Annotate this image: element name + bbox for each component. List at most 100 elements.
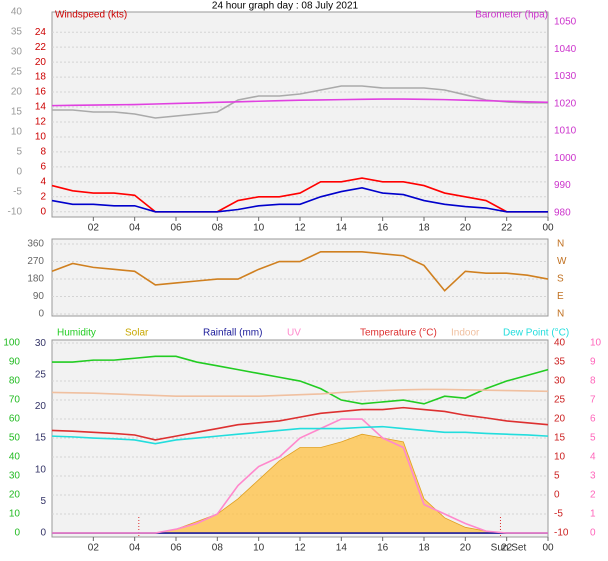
plot-area	[51, 11, 549, 218]
y-tick-label: 6	[40, 162, 46, 173]
y3-tick-label: 6	[590, 414, 596, 425]
y2-tick-label: 5	[554, 471, 560, 482]
y-tick-label: 270	[27, 256, 44, 267]
chart-title: 24 hour graph day : 08 July 2021	[212, 1, 359, 12]
y3-tick-label: 0	[16, 167, 22, 178]
line	[51, 187, 548, 213]
legend-entry: Solar	[125, 328, 149, 339]
y-tick-label: 100	[3, 338, 20, 349]
legend-entry: Indoor	[451, 328, 480, 339]
y-tick-label: 40	[9, 452, 21, 463]
y-tick-label: 30	[9, 471, 21, 482]
y2-tick-label: 1040	[554, 44, 577, 55]
y2-tick-label: 35	[554, 357, 566, 368]
y-tick-label: 22	[35, 42, 47, 53]
line	[51, 251, 549, 292]
y2-tick-label: -10	[554, 528, 569, 539]
y3-tick-label: 10	[590, 338, 602, 349]
y4-tick-label: 15	[35, 433, 47, 444]
legend-entry: Temperature (°C)	[360, 328, 437, 339]
y2-tick-label: 25	[554, 395, 566, 406]
x-tick-label: 10	[253, 223, 265, 234]
y2-tick-label: 1020	[554, 98, 577, 109]
y3-tick-label: -5	[13, 187, 22, 198]
y-tick-label: 70	[9, 395, 21, 406]
y3-tick-label: 0	[590, 528, 596, 539]
line	[51, 388, 549, 398]
x-tick-label: 04	[129, 543, 141, 554]
y3-tick-label: 40	[11, 7, 23, 18]
x-tick-label: 10	[253, 543, 265, 554]
line	[51, 177, 548, 213]
y2-tick-label: E	[557, 291, 564, 302]
y4-tick-label: 30	[35, 338, 47, 349]
y2-tick-label: 10	[554, 452, 566, 463]
legend-entry: Humidity	[57, 328, 96, 339]
x-tick-label: 22	[501, 223, 513, 234]
line	[52, 355, 549, 405]
y-tick-label: 0	[14, 528, 20, 539]
y2-tick-label: N	[557, 309, 564, 320]
y2-tick-label: 1000	[554, 153, 577, 164]
plot-area	[51, 238, 549, 317]
y2-tick-label: -5	[554, 509, 563, 520]
x-tick-label: 16	[377, 223, 389, 234]
y2-tick-label: S	[557, 274, 564, 285]
x-tick-label: 18	[418, 223, 430, 234]
y3-tick-label: 4	[590, 452, 596, 463]
y-tick-label: 0	[40, 206, 46, 217]
y3-tick-label: 20	[11, 87, 23, 98]
y-tick-label: 50	[9, 433, 21, 444]
x-tick-label: 20	[460, 223, 472, 234]
y3-tick-label: 8	[590, 376, 596, 387]
line	[51, 425, 549, 445]
x-tick-label: 12	[294, 543, 306, 554]
x-tick-label: 14	[336, 223, 348, 234]
x-tick-label: 02	[88, 223, 100, 234]
y3-tick-label: 35	[11, 27, 23, 38]
x-tick-label: 02	[88, 543, 100, 554]
y2-tick-label: 20	[554, 414, 566, 425]
y-tick-label: 90	[9, 357, 21, 368]
legend-entry: Rainfall (mm)	[203, 328, 262, 339]
legend-entry: Dew Point (°C)	[503, 328, 569, 339]
y3-tick-label: 30	[11, 47, 23, 58]
y2-tick-label: 1050	[554, 16, 577, 27]
x-tick-label: 14	[336, 543, 348, 554]
y2-tick-label: 40	[554, 338, 566, 349]
line	[51, 406, 549, 441]
y-tick-label: 18	[35, 72, 47, 83]
y3-tick-label: 15	[11, 107, 23, 118]
y4-tick-label: 10	[35, 464, 47, 475]
sunset-label: Sun Set	[491, 543, 527, 554]
y3-tick-label: -10	[8, 207, 23, 218]
y-tick-label: 8	[40, 147, 46, 158]
y-tick-label: 20	[9, 490, 21, 501]
y2-tick-label: 980	[554, 208, 571, 219]
x-tick-label: 06	[170, 223, 182, 234]
line	[51, 98, 549, 107]
y-tick-label: 16	[35, 87, 47, 98]
y-axis-label: Windspeed (kts)	[55, 10, 127, 21]
y-tick-label: 360	[27, 239, 44, 250]
y3-tick-label: 9	[590, 357, 596, 368]
y2-tick-label: N	[557, 239, 564, 250]
y2-tick-label: 990	[554, 180, 571, 191]
y2-tick-label: W	[557, 256, 567, 267]
y2-axis-label: Barometer (hpa)	[475, 10, 548, 21]
y-tick-label: 180	[27, 274, 44, 285]
line	[52, 85, 548, 119]
y-tick-label: 2	[40, 191, 46, 202]
y-tick-label: 14	[35, 102, 47, 113]
x-tick-label: 08	[212, 543, 224, 554]
y3-tick-label: 3	[590, 471, 596, 482]
x-tick-label: 06	[170, 543, 182, 554]
y-tick-label: 60	[9, 414, 21, 425]
x-tick-label: 00	[542, 543, 554, 554]
line	[52, 418, 548, 534]
y-tick-label: 10	[9, 509, 21, 520]
y3-tick-label: 1	[590, 509, 596, 520]
y3-tick-label: 5	[590, 433, 596, 444]
x-tick-label: 00	[542, 223, 554, 234]
